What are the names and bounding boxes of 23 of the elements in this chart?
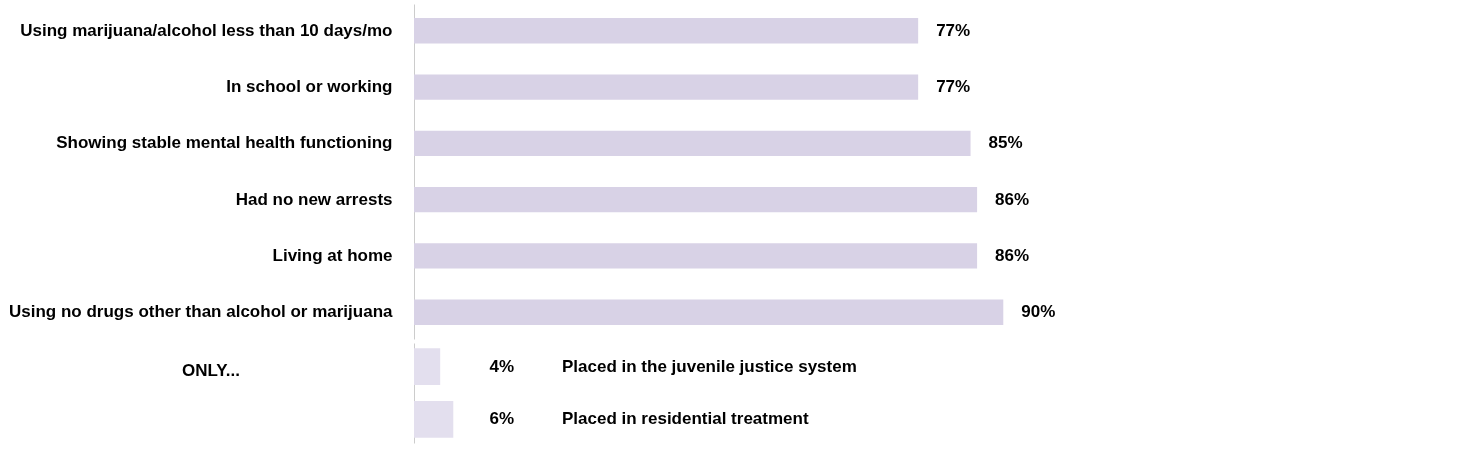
bar xyxy=(414,243,978,269)
bar xyxy=(414,299,1004,325)
data-label: 77% xyxy=(936,77,971,97)
data-label: 90% xyxy=(1021,302,1056,322)
data-label: 86% xyxy=(995,245,1030,265)
y-tick-label: Had no new arrests xyxy=(235,189,393,209)
y-tick-label: Showing stable mental health functioning xyxy=(56,133,393,153)
data-label: 86% xyxy=(995,189,1030,209)
y-tick-label: Using no drugs other than alcohol or marijuana xyxy=(9,302,394,322)
bar xyxy=(414,186,978,213)
data-label: 85% xyxy=(988,133,1023,153)
bar xyxy=(414,130,971,157)
y-tick-label: Placed in the juvenile justice system xyxy=(562,356,857,376)
data-label: 6% xyxy=(489,409,514,429)
bar xyxy=(414,18,919,44)
data-label: 4% xyxy=(489,356,514,376)
y-tick-label: In school or working xyxy=(226,77,393,97)
data-label: 77% xyxy=(936,20,971,40)
text: ONLY... xyxy=(182,361,240,380)
y-tick-label: Placed in residential treatment xyxy=(562,409,809,429)
y-tick-label: Living at home xyxy=(272,245,393,265)
y-tick-label: Using marijuana/alcohol less than 10 days/mo xyxy=(20,20,393,40)
bar xyxy=(414,74,919,100)
